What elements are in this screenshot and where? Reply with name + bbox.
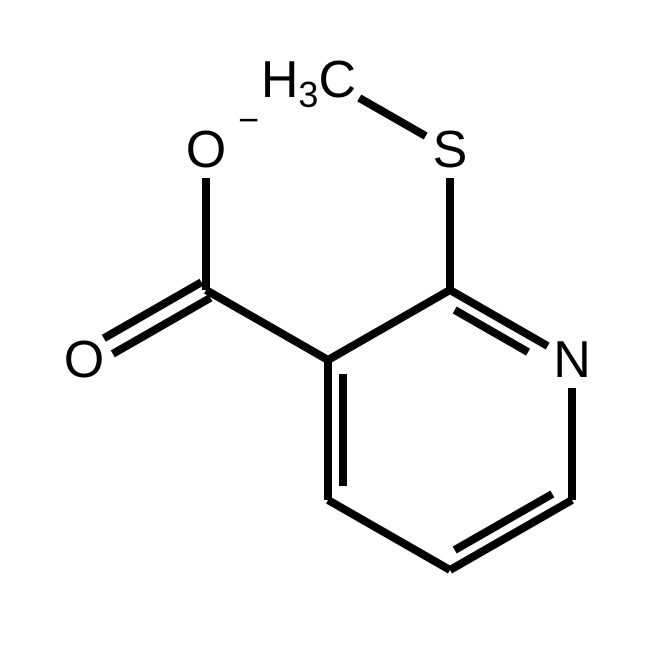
molecule-diagram: NSH3COO−	[0, 0, 650, 650]
bond	[206, 290, 328, 360]
atom-label-O_double: O	[64, 331, 104, 389]
bond	[328, 500, 450, 570]
bond	[450, 500, 572, 570]
atom-label-CH3: H3C	[261, 51, 356, 115]
charge-O_minus: −	[238, 99, 259, 140]
bond	[359, 98, 425, 136]
bond	[328, 290, 450, 360]
atom-label-S: S	[433, 121, 468, 179]
atom-label-O_minus: O	[186, 121, 226, 179]
atom-label-N: N	[553, 331, 591, 389]
